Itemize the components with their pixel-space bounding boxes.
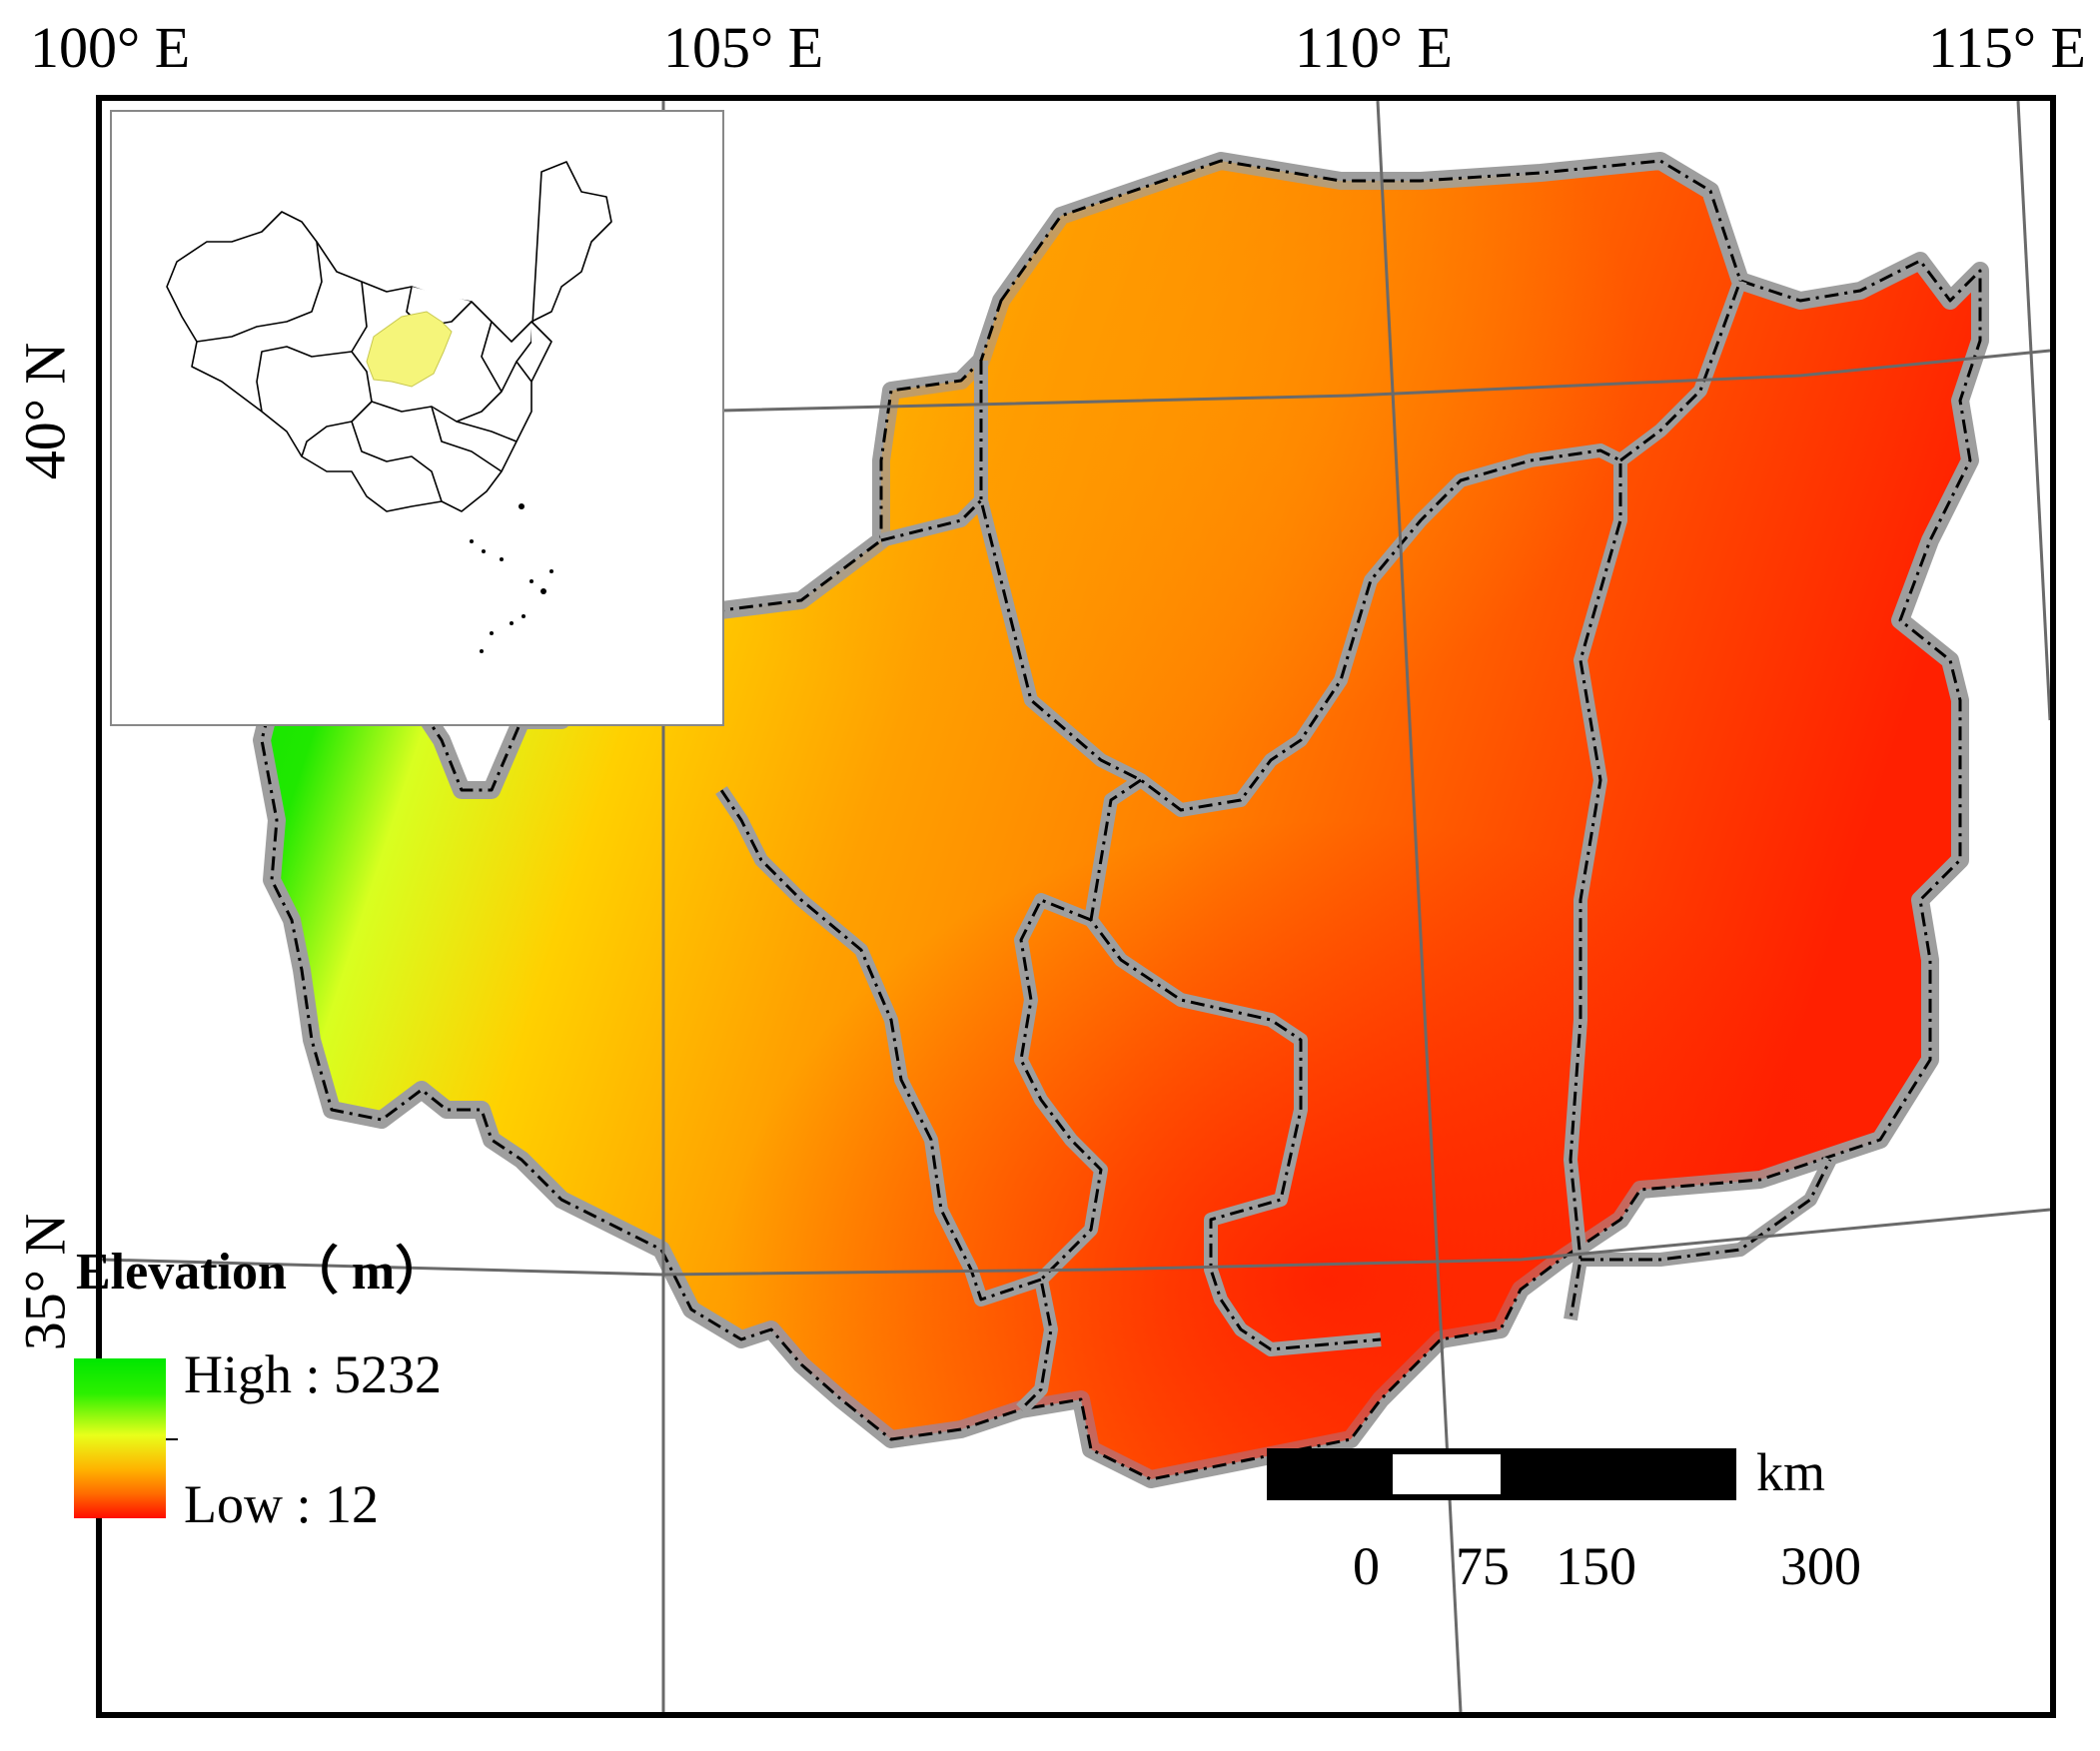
- elevation-map: [102, 101, 2050, 1712]
- china-locator-map-icon: [166, 161, 612, 653]
- graticule: [102, 101, 2050, 1712]
- meridian-110: [1376, 101, 1463, 1712]
- meridian-115: [2016, 101, 2050, 721]
- parallel-35: [102, 1208, 2050, 1277]
- scale-bar-white-segment: [1393, 1454, 1501, 1494]
- legend-title: Elevation（ m）: [76, 1244, 448, 1301]
- lon-label-105: 105° E: [663, 15, 824, 80]
- legend-low-label: Low : 12: [184, 1474, 379, 1534]
- parallel-40: [720, 349, 2050, 413]
- map-frame: [96, 95, 2056, 1718]
- lat-label-40: 40° N: [12, 342, 78, 480]
- lat-label-35: 35° N: [12, 1213, 78, 1351]
- scale-bar: [1267, 1448, 1736, 1500]
- scale-tick-75: 75: [1456, 1536, 1510, 1596]
- scale-bar-unit: km: [1756, 1442, 1826, 1502]
- study-area: [253, 152, 1989, 1488]
- subregion-boundaries: [715, 278, 1837, 1414]
- lon-label-115: 115° E: [1928, 15, 2086, 80]
- legend-color-ramp: [74, 1358, 166, 1518]
- legend-mid-tick: [166, 1438, 178, 1440]
- scale-tick-0: 0: [1353, 1536, 1380, 1596]
- scale-tick-300: 300: [1780, 1536, 1861, 1596]
- lon-label-110: 110° E: [1295, 15, 1453, 80]
- scale-tick-150: 150: [1556, 1536, 1636, 1596]
- inset-locator-map: [110, 110, 724, 726]
- legend-high-label: High : 5232: [184, 1344, 443, 1404]
- study-area-highlight: [366, 311, 453, 388]
- lon-label-100: 100° E: [30, 15, 191, 80]
